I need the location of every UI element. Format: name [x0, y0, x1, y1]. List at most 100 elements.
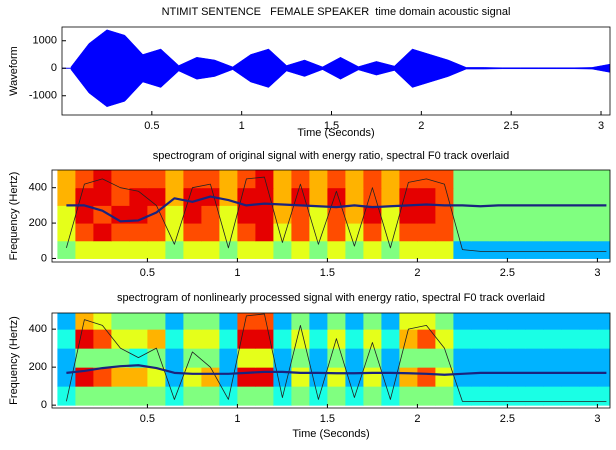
- spectrogram-cell: [399, 329, 418, 349]
- spectrogram-cell: [471, 386, 490, 406]
- spectrogram-cell: [489, 205, 508, 224]
- spectrogram-cell: [363, 240, 382, 259]
- spectrogram-cell: [417, 187, 436, 206]
- spectrogram-cell: [561, 313, 580, 330]
- y-tick-label: 400: [29, 182, 47, 194]
- spectrogram-cell: [507, 187, 526, 206]
- spectrogram-cell: [381, 187, 400, 206]
- spectrogram-cell: [435, 240, 454, 259]
- spectrogram-cell: [453, 205, 472, 224]
- spectrogram-cell: [363, 313, 382, 330]
- plot-area: [52, 313, 610, 408]
- spectrogram-cell: [345, 313, 364, 330]
- spectrogram-cell: [183, 223, 202, 242]
- spectrogram-cell: [489, 313, 508, 330]
- x-tick-label: 2.5: [500, 267, 515, 279]
- spectrogram-cell: [291, 348, 310, 368]
- spectrogram-cell: [417, 205, 436, 224]
- spectrogram-cell: [237, 187, 256, 206]
- spectrogram-cell: [507, 386, 526, 406]
- spectrogram-cell: [381, 313, 400, 330]
- spectrogram-cell: [543, 367, 562, 387]
- chart-title: spectrogram of nonlinearly processed sig…: [117, 292, 545, 304]
- spectrogram-cell: [147, 329, 166, 349]
- spectrogram-cell: [435, 205, 454, 224]
- spectrogram-cell: [273, 205, 292, 224]
- spectrogram-cell: [435, 348, 454, 368]
- spectrogram-cell: [201, 205, 220, 224]
- spectrogram-cell: [147, 187, 166, 206]
- spectrogram-cell: [273, 313, 292, 330]
- spectrogram-cell: [129, 170, 148, 189]
- spectrogram-cell: [93, 240, 112, 259]
- spectrogram-cell: [489, 240, 508, 259]
- spectrogram-cell: [93, 313, 112, 330]
- spectrogram-cell: [57, 386, 76, 406]
- spectrogram-cell: [309, 348, 328, 368]
- spectrogram-cell: [543, 313, 562, 330]
- spectrogram-cell: [471, 367, 490, 387]
- spectrogram-cell: [543, 205, 562, 224]
- spectrogram-cell: [165, 205, 184, 224]
- spectrogram-cell: [183, 205, 202, 224]
- spectrogram-cell: [147, 170, 166, 189]
- spectrogram-cell: [129, 187, 148, 206]
- spectrogram-cell: [381, 223, 400, 242]
- spectrogram-cell: [165, 313, 184, 330]
- y-axis-label: Frequency (Hertz): [8, 316, 20, 405]
- spectrogram-cell: [471, 313, 490, 330]
- spectrogram-cell: [219, 170, 238, 189]
- spectrogram-cell: [345, 205, 364, 224]
- spectrogram-cell: [183, 386, 202, 406]
- spectrogram-cell: [273, 187, 292, 206]
- spectrogram-cell: [327, 313, 346, 330]
- spectrogram-cell: [309, 205, 328, 224]
- spectrogram-cell: [237, 348, 256, 368]
- spectrogram-cell: [201, 386, 220, 406]
- spectrogram-cell: [255, 187, 274, 206]
- spectrogram-cell: [543, 170, 562, 189]
- spectrogram-cell: [255, 386, 274, 406]
- spectrogram-cell: [309, 170, 328, 189]
- y-tick-label: 200: [29, 217, 47, 229]
- spectrogram-cell: [363, 187, 382, 206]
- y-tick-label: 200: [29, 361, 47, 373]
- spectrogram-cell: [597, 386, 610, 406]
- spectrogram-cell: [579, 367, 598, 387]
- spectrogram-cell: [111, 329, 130, 349]
- spectrogram-cell: [129, 367, 148, 387]
- spectrogram-cell: [417, 348, 436, 368]
- spectrogram-cell: [543, 240, 562, 259]
- y-tick-label: 400: [29, 323, 47, 335]
- spectrogram-cell: [525, 367, 544, 387]
- spectrogram-cell: [471, 187, 490, 206]
- spectrogram-cell: [219, 240, 238, 259]
- spectrogram-cell: [237, 223, 256, 242]
- spectrogram-cell: [345, 170, 364, 189]
- spectrogram-cell: [597, 348, 610, 368]
- spectrogram-cell: [255, 240, 274, 259]
- spectrogram-cell: [183, 170, 202, 189]
- spectrogram-cell: [399, 313, 418, 330]
- spectrogram-cell: [309, 329, 328, 349]
- spectrogram-cell: [327, 170, 346, 189]
- spectrogram-cell: [561, 367, 580, 387]
- spectrogram-cell: [399, 170, 418, 189]
- spectrogram-cell: [273, 223, 292, 242]
- x-tick-label: 2: [414, 413, 420, 425]
- spectrogram-cell: [75, 348, 94, 368]
- spectrogram-cell: [381, 348, 400, 368]
- axes-frame: [51, 169, 611, 263]
- y-axis-label: Frequency (Hertz): [8, 172, 20, 261]
- spectrogram-cell: [489, 187, 508, 206]
- spectrogram-cell: [57, 313, 76, 330]
- spectrogram-cell: [327, 386, 346, 406]
- spectrogram-cell: [453, 313, 472, 330]
- spectrogram-cell: [255, 348, 274, 368]
- spectrogram-cell: [363, 386, 382, 406]
- spectrogram-cell: [237, 205, 256, 224]
- axes-frame: [51, 312, 611, 409]
- x-tick-label: 3: [594, 413, 600, 425]
- spectrogram-cell: [453, 223, 472, 242]
- spectrogram-cell: [255, 205, 274, 224]
